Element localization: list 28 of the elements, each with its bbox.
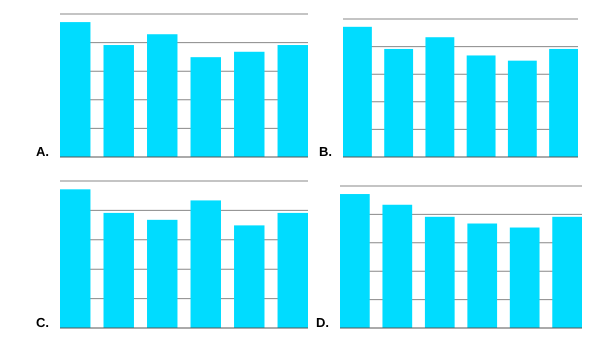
bar — [343, 26, 372, 157]
bar — [510, 228, 540, 328]
bar — [508, 60, 537, 157]
bar — [190, 200, 221, 328]
text: C. — [36, 315, 49, 330]
text: B. — [319, 144, 332, 159]
bar — [60, 22, 90, 157]
bar — [147, 220, 178, 328]
bar — [278, 212, 308, 328]
bar — [60, 189, 90, 328]
bar — [424, 216, 455, 328]
bar — [425, 37, 454, 157]
bar — [466, 55, 496, 157]
bar — [234, 225, 264, 328]
bar — [382, 204, 412, 328]
bar — [190, 57, 221, 157]
bar — [467, 224, 498, 328]
bar — [104, 212, 134, 328]
text: A. — [36, 144, 49, 159]
text: D. — [316, 315, 329, 330]
bar — [384, 48, 414, 157]
bar — [552, 216, 582, 328]
bar — [549, 48, 578, 157]
bar — [147, 34, 178, 157]
bar — [278, 45, 308, 157]
bar — [234, 52, 264, 157]
bar — [104, 45, 134, 157]
bar — [340, 194, 370, 328]
